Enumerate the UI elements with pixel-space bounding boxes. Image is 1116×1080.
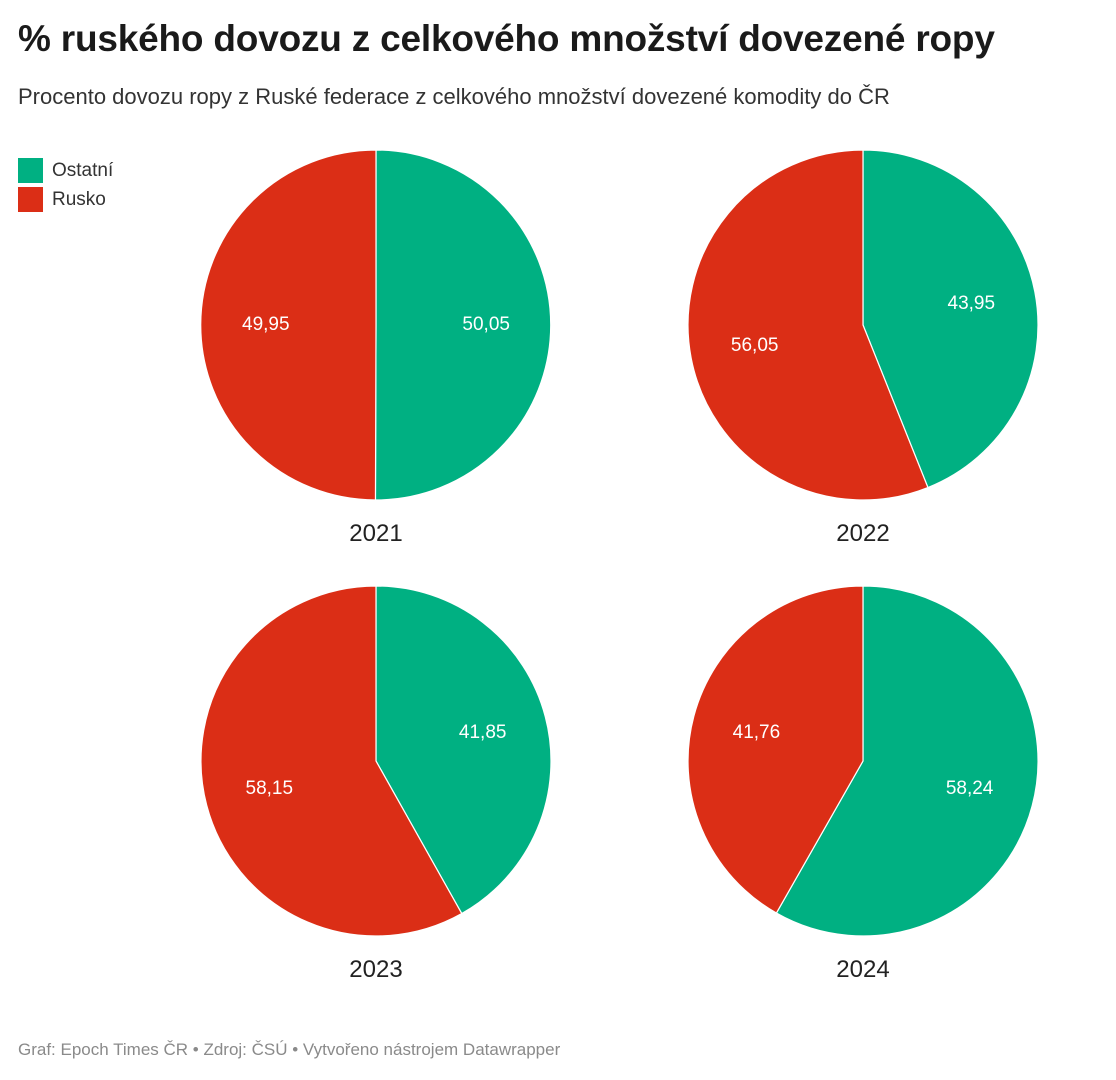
pie-slice-2023-rusko	[200, 585, 463, 937]
chart-subtitle: Procento dovozu ropy z Ruské federace z …	[18, 84, 890, 109]
pie-value-label-2023-ostatni: 41,85	[459, 722, 507, 743]
pie-2023: 41,85 58,15 2023	[200, 585, 552, 983]
legend-item-rusko: Rusko	[18, 185, 113, 214]
pie-slice-2021-ostatni	[374, 149, 552, 501]
pie-value-label-2024-rusko: 41,76	[733, 722, 781, 743]
pie-slice-2022-ostatni	[862, 149, 1039, 489]
chart-title: % ruského dovozu z celkového množství do…	[18, 18, 995, 59]
legend-swatch-rusko	[18, 187, 43, 212]
pie-2022: 43,95 56,05 2022	[687, 149, 1039, 547]
pie-year-label-2023: 2023	[349, 956, 402, 983]
pie-slice-2023-ostatni	[375, 585, 552, 915]
pie-year-label-2021: 2021	[349, 520, 402, 547]
pie-slice-2024-rusko	[687, 585, 864, 914]
legend: Ostatní Rusko	[18, 156, 113, 214]
pie-year-label-2022: 2022	[836, 520, 889, 547]
pie-value-label-2024-ostatni: 58,24	[946, 778, 994, 799]
pie-slice-2022-rusko	[687, 149, 929, 501]
pie-value-label-2022-ostatni: 43,95	[948, 293, 996, 314]
pie-value-label-2021-ostatni: 50,05	[462, 314, 510, 335]
pie-2021: 50,05 49,95 2021	[200, 149, 552, 547]
legend-item-ostatni: Ostatní	[18, 156, 113, 185]
pie-slice-2024-ostatni	[775, 585, 1039, 937]
pie-value-label-2021-rusko: 49,95	[242, 314, 290, 335]
legend-label-rusko: Rusko	[52, 188, 106, 210]
legend-label-ostatni: Ostatní	[52, 159, 114, 181]
legend-swatch-ostatni	[18, 158, 43, 183]
pie-value-label-2023-rusko: 58,15	[246, 778, 294, 799]
pie-2024: 58,24 41,76 2024	[687, 585, 1039, 983]
pie-year-label-2024: 2024	[836, 956, 889, 983]
chart-footer: Graf: Epoch Times ČR • Zdroj: ČSÚ • Vytv…	[18, 1040, 561, 1059]
pie-value-label-2022-rusko: 56,05	[731, 335, 779, 356]
pie-slice-2021-rusko	[200, 149, 377, 501]
pie-charts: 50,05 49,95 2021 43,95 56,05 2022 41,85 58,15 20…	[200, 149, 1039, 983]
